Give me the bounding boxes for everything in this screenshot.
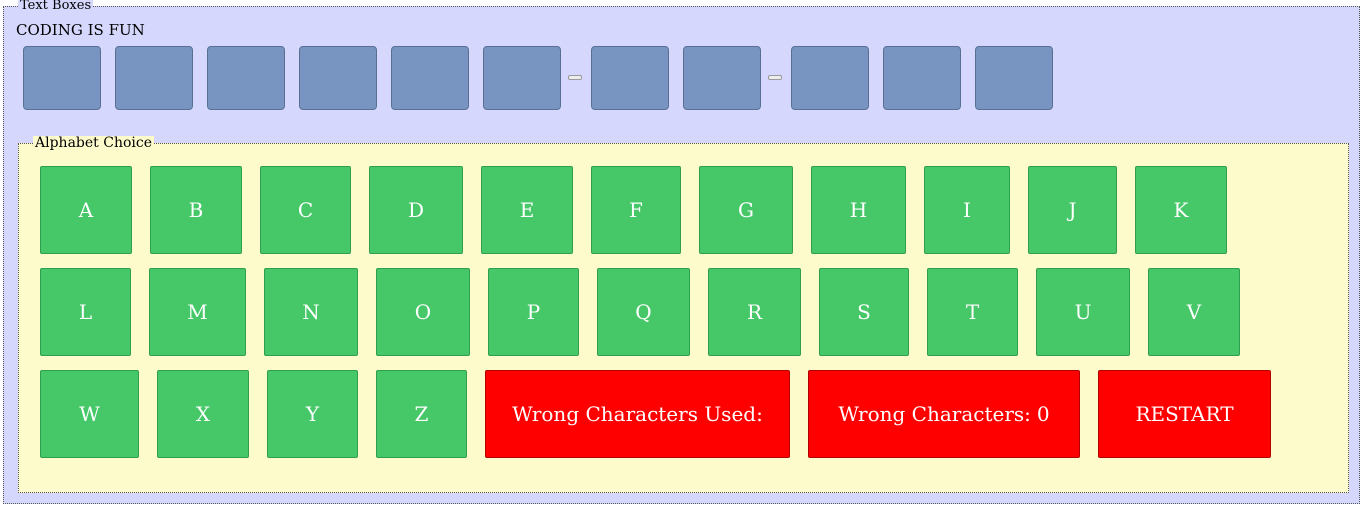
letter-key-a[interactable]: A [40, 166, 132, 254]
restart-button[interactable]: RESTART [1098, 370, 1271, 458]
letter-key-d[interactable]: D [369, 166, 463, 254]
letter-slot [683, 46, 761, 110]
letter-slot [299, 46, 377, 110]
word-separator-dash [568, 75, 582, 80]
letter-key-w[interactable]: W [40, 370, 139, 458]
letter-key-l[interactable]: L [40, 268, 131, 356]
letter-key-h[interactable]: H [811, 166, 906, 254]
letter-slot [791, 46, 869, 110]
letter-key-i[interactable]: I [924, 166, 1010, 254]
word-separator-dash [768, 75, 782, 80]
letter-key-b[interactable]: B [150, 166, 242, 254]
wrong-characters-count-value: 0 [1036, 402, 1050, 426]
letter-key-c[interactable]: C [260, 166, 351, 254]
letter-key-q[interactable]: Q [597, 268, 690, 356]
letter-key-o[interactable]: O [376, 268, 470, 356]
letter-key-x[interactable]: X [157, 370, 249, 458]
letter-key-f[interactable]: F [591, 166, 681, 254]
wrong-characters-count-display: Wrong Characters: 0 [808, 370, 1080, 458]
letter-key-r[interactable]: R [708, 268, 801, 356]
letter-key-k[interactable]: K [1135, 166, 1227, 254]
letter-slot [483, 46, 561, 110]
letter-key-g[interactable]: G [699, 166, 793, 254]
letter-slot [975, 46, 1053, 110]
letter-key-s[interactable]: S [819, 268, 909, 356]
letter-slot [391, 46, 469, 110]
letter-slot [883, 46, 961, 110]
letter-key-p[interactable]: P [488, 268, 579, 356]
text-boxes-panel: Text Boxes CODING IS FUN Alphabet Choice… [3, 0, 1360, 504]
wrong-characters-used-display: Wrong Characters Used: [485, 370, 790, 458]
letter-slot [23, 46, 101, 110]
letter-key-y[interactable]: Y [267, 370, 358, 458]
letter-key-m[interactable]: M [149, 268, 246, 356]
letter-key-v[interactable]: V [1148, 268, 1240, 356]
letter-key-u[interactable]: U [1036, 268, 1130, 356]
letter-slot [591, 46, 669, 110]
letter-key-n[interactable]: N [264, 268, 358, 356]
wrong-characters-used-label: Wrong Characters Used: [512, 402, 763, 426]
hidden-phrase-label: CODING IS FUN [16, 21, 145, 39]
letter-slot [207, 46, 285, 110]
alphabet-choice-legend: Alphabet Choice [33, 135, 154, 151]
text-boxes-legend: Text Boxes [18, 0, 94, 13]
wrong-characters-count-label: Wrong Characters: [838, 402, 1031, 426]
letter-key-e[interactable]: E [481, 166, 573, 254]
alphabet-choice-panel: Alphabet Choice A B C D E F G H I J K L … [18, 136, 1349, 493]
letter-key-t[interactable]: T [927, 268, 1018, 356]
letter-key-z[interactable]: Z [376, 370, 467, 458]
letter-slot [115, 46, 193, 110]
letter-key-j[interactable]: J [1028, 166, 1117, 254]
